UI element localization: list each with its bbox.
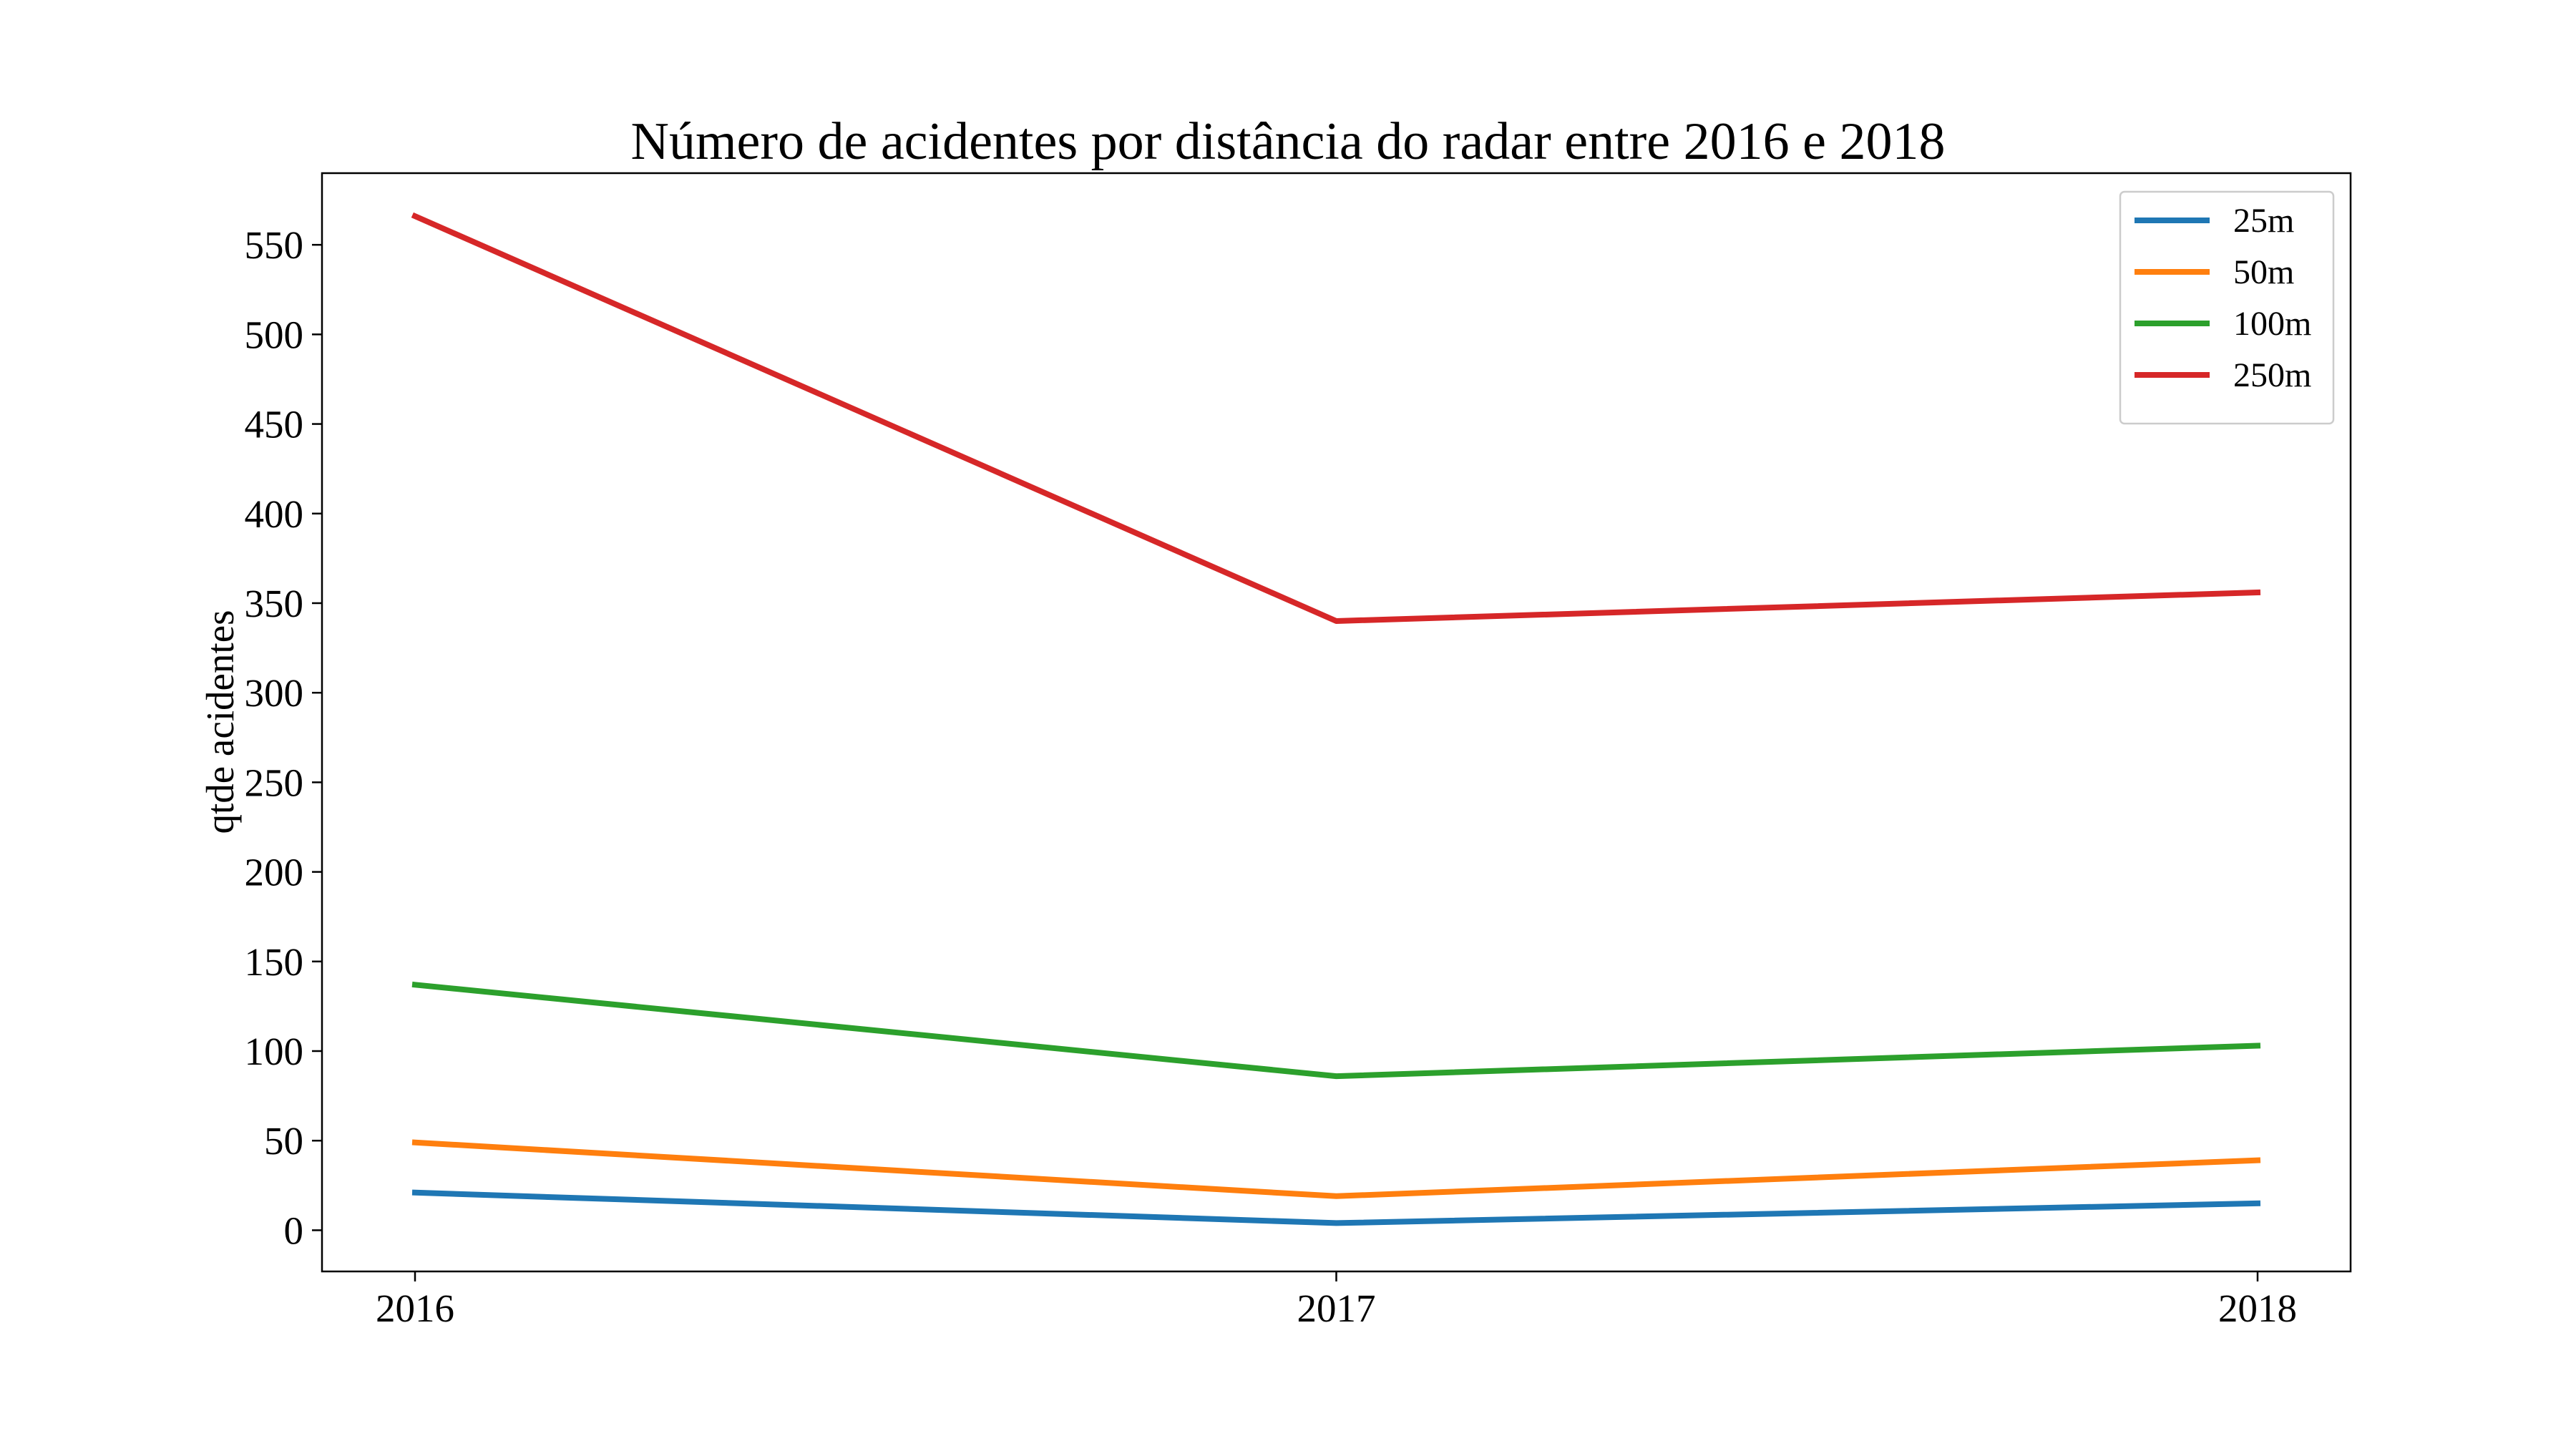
series-line-100m (411, 981, 2261, 1080)
y-tick-label: 450 (245, 403, 304, 446)
legend-box (2119, 190, 2335, 425)
y-tick-label: 0 (284, 1208, 304, 1252)
series-line-50m (411, 1139, 2261, 1199)
y-tick-label: 500 (245, 313, 304, 356)
plot-area (321, 172, 2352, 1273)
series-line-25m (411, 1189, 2261, 1226)
legend-label-50m: 50m (2233, 253, 2294, 291)
series-line-250m (411, 212, 2261, 624)
y-tick-label: 150 (245, 940, 304, 984)
y-tick-label: 100 (245, 1030, 304, 1073)
axis-ticks: 0 50 100 150 200 250 300 350 400 450 500 550 2016 201… (245, 223, 2298, 1330)
legend-label-25m: 25m (2233, 202, 2294, 240)
y-tick-label: 50 (264, 1119, 303, 1163)
y-tick-label: 250 (245, 761, 304, 804)
legend-label-250m: 250m (2233, 356, 2311, 394)
x-tick-label: 2018 (2218, 1286, 2297, 1330)
y-tick-label: 300 (245, 671, 304, 715)
legend-label-100m: 100m (2233, 305, 2311, 343)
y-tick-label: 350 (245, 582, 304, 625)
x-tick-label: 2016 (376, 1286, 454, 1330)
chart-title: Número de acidentes por distância do rad… (631, 112, 1946, 171)
y-tick-label: 400 (245, 492, 304, 536)
y-tick-label: 550 (245, 223, 304, 267)
y-tick-label: 200 (245, 851, 304, 894)
x-tick-label: 2017 (1297, 1286, 1376, 1330)
y-axis-label: qtde acidentes (198, 610, 242, 834)
legend: 25m 50m 100m 250m (2119, 190, 2335, 425)
series-lines (411, 212, 2261, 1226)
